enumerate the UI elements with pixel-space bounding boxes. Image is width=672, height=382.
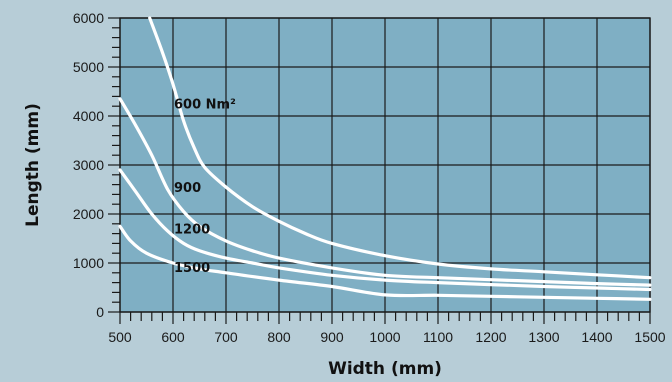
grid <box>119 17 651 313</box>
y-tick-label: 5000 <box>73 59 104 75</box>
series-labels: 600 Nm² 900 1200 1500 <box>174 98 236 276</box>
series-label-3: 1200 <box>174 223 210 238</box>
series-label-2: 900 <box>174 181 201 196</box>
series-line-4 <box>118 224 652 301</box>
series-group <box>118 16 652 301</box>
y-axis-title: Length (mm) <box>23 103 43 227</box>
y-tick-label: 4000 <box>73 108 104 124</box>
x-tick-label: 900 <box>320 329 344 345</box>
ticks: 500 600 700 800 900 1000 1100 1200 1300 1400 1500 0… <box>73 10 666 345</box>
series-line-1 <box>148 16 652 280</box>
y-tick-label: 6000 <box>73 10 104 26</box>
x-tick-label: 1200 <box>475 329 506 345</box>
x-tick-label: 1300 <box>528 329 559 345</box>
series-label-1: 600 Nm² <box>174 98 236 113</box>
x-tick-label: 800 <box>267 329 291 345</box>
x-axis-title: Width (mm) <box>328 359 442 379</box>
x-tick-label: 1000 <box>369 329 400 345</box>
series-line-2 <box>118 97 652 287</box>
y-tick-label: 2000 <box>73 206 104 222</box>
series-label-4: 1500 <box>174 261 210 276</box>
x-tick-label: 1100 <box>423 329 453 345</box>
x-tick-label: 1400 <box>581 329 612 345</box>
x-tick-label: 1500 <box>634 329 665 345</box>
y-tick-label: 3000 <box>73 157 104 173</box>
x-tick-label: 500 <box>108 329 132 345</box>
y-tick-label: 0 <box>96 304 104 320</box>
x-tick-label: 600 <box>161 329 185 345</box>
series-line-3 <box>118 168 652 292</box>
y-tick-label: 1000 <box>73 255 104 271</box>
x-tick-label: 700 <box>214 329 238 345</box>
